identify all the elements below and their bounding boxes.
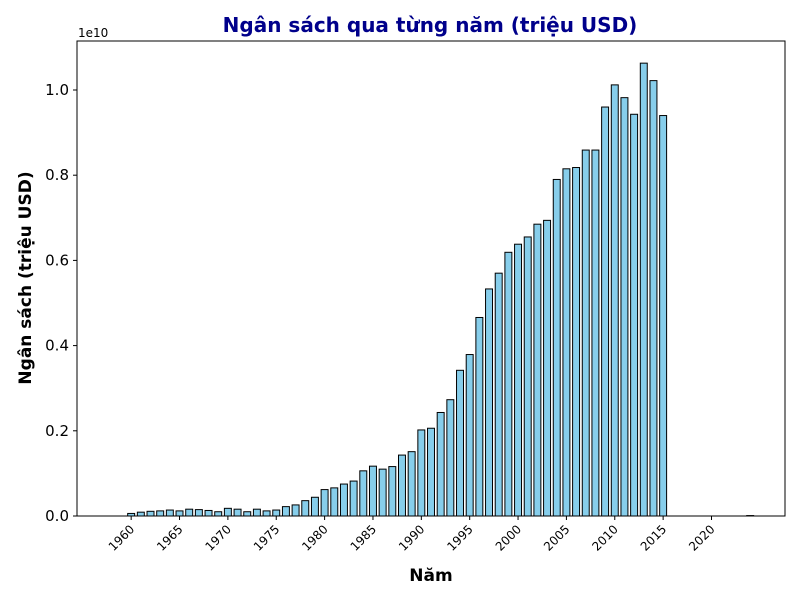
y-tick-label: 1.0 — [45, 81, 69, 99]
bar-1974 — [262, 510, 271, 517]
bar-1998 — [494, 272, 503, 517]
y-tick-label: 0.2 — [45, 422, 69, 440]
y-axis: 0.0 0.2 0.4 0.6 0.8 1.0 — [45, 81, 77, 525]
x-tick-label: 1985 — [348, 522, 379, 553]
bar-1961 — [136, 511, 145, 517]
bar-2013 — [639, 62, 648, 517]
bar-1997 — [485, 288, 494, 517]
y-axis-label: Ngân sách (triệu USD) — [16, 171, 36, 384]
bar-1972 — [243, 511, 252, 517]
bar-2010 — [610, 84, 619, 517]
bar-1983 — [349, 480, 358, 517]
bar-1987 — [388, 466, 397, 517]
bar-2000 — [514, 243, 523, 517]
bar-1979 — [310, 496, 319, 517]
bar-1996 — [475, 316, 484, 517]
bar-1991 — [427, 427, 435, 517]
bar-1975 — [272, 509, 281, 517]
x-tick-label: 2015 — [638, 522, 669, 553]
y-tick-label: 0.0 — [45, 507, 69, 525]
bar-1970 — [223, 507, 232, 517]
bar-2014 — [649, 80, 658, 517]
x-tick-label: 2005 — [541, 522, 572, 553]
x-tick-label: 1970 — [203, 522, 234, 553]
bar-1980 — [320, 489, 329, 517]
bar-1986 — [378, 468, 387, 517]
x-tick-label: 1975 — [251, 522, 282, 553]
bar-2004 — [552, 178, 561, 517]
bar-1968 — [204, 509, 213, 517]
bar-1982 — [339, 483, 348, 517]
x-tick-label: 2010 — [589, 522, 620, 553]
plot-area-frame — [76, 40, 786, 517]
bar-1995 — [465, 354, 474, 517]
bar-2007 — [581, 149, 590, 517]
x-tick-label: 1995 — [444, 522, 475, 553]
bar-2005 — [562, 168, 571, 517]
bar-1965 — [175, 510, 184, 517]
bar-1963 — [156, 510, 165, 517]
bar-2006 — [572, 167, 581, 517]
bar-1984 — [359, 470, 368, 517]
bar-1964 — [165, 509, 174, 517]
chart-title: Ngân sách qua từng năm (triệu USD) — [223, 13, 638, 37]
y-tick-label: 0.6 — [45, 251, 69, 269]
bar-1978 — [301, 500, 310, 517]
bar-1962 — [146, 510, 155, 517]
y-tick-label: 0.8 — [45, 166, 69, 184]
bar-1976 — [281, 506, 290, 517]
x-tick-label: 1960 — [106, 522, 137, 553]
y-axis-offset-label: 1e10 — [78, 26, 108, 40]
bar-1999 — [504, 251, 513, 517]
x-tick-label: 2000 — [493, 522, 524, 553]
y-tick-label: 0.4 — [45, 337, 69, 355]
bar-1988 — [398, 454, 406, 517]
x-tick-label: 1990 — [396, 522, 427, 553]
bar-1992 — [436, 411, 445, 517]
bar-2012 — [630, 113, 639, 517]
bar-1989 — [407, 451, 416, 517]
bar-1993 — [446, 399, 455, 517]
bar-2009 — [601, 106, 610, 517]
bar-1966 — [185, 508, 194, 517]
bar-1990 — [417, 429, 426, 517]
bars-group — [127, 62, 755, 517]
bar-2008 — [591, 149, 600, 517]
x-tick-label: 1965 — [154, 522, 185, 553]
x-tick-label: 2020 — [686, 522, 717, 553]
bar-1967 — [194, 509, 203, 517]
bar-2001 — [523, 236, 532, 517]
bar-2015 — [659, 115, 668, 517]
x-tick-label: 1980 — [299, 522, 330, 553]
bar-2011 — [620, 97, 629, 517]
bar-1973 — [252, 508, 261, 517]
bar-2002 — [533, 223, 542, 517]
x-axis-label: Năm — [409, 566, 452, 586]
bar-2003 — [543, 219, 552, 517]
bar-1985 — [368, 465, 377, 517]
bar-1981 — [330, 487, 339, 517]
bar-1969 — [214, 511, 223, 517]
x-axis: 1960 1965 1970 1975 1980 1985 1990 1995 2000 2005… — [106, 516, 718, 554]
bar-1971 — [233, 508, 242, 517]
bar-1994 — [456, 369, 464, 517]
bar-1977 — [291, 504, 300, 517]
